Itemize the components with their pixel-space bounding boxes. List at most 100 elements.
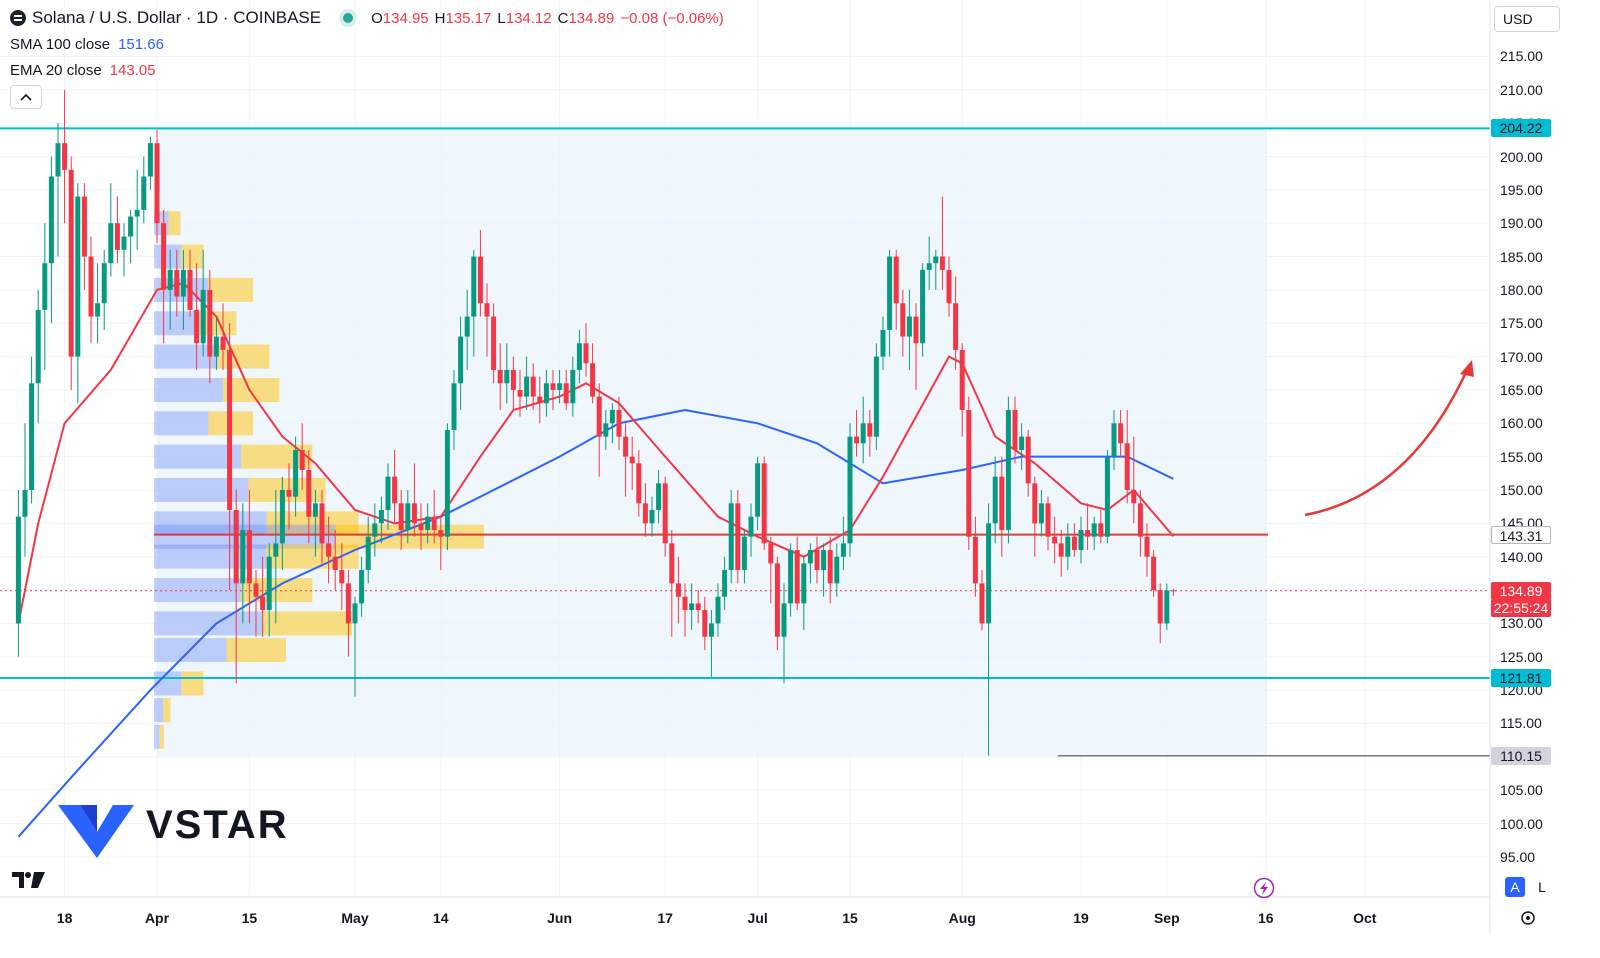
candle [491, 303, 497, 384]
candle [504, 343, 510, 404]
price-tick-label: 195.00 [1500, 181, 1543, 198]
candle-body [22, 490, 28, 517]
candle-body [213, 336, 219, 357]
candle [68, 156, 74, 390]
candle-body [1005, 409, 1011, 531]
candle [576, 329, 582, 384]
candle-body [1045, 503, 1051, 537]
candle [1078, 516, 1084, 564]
candle-body [913, 316, 919, 344]
symbol-title[interactable]: Solana / U.S. Dollar · 1D · COINBASE [32, 8, 322, 27]
candle-body [1078, 530, 1084, 551]
candle [814, 536, 820, 584]
candle-body [814, 550, 820, 571]
collapse-legend-button[interactable] [10, 85, 42, 109]
candle [953, 276, 959, 370]
candle [834, 543, 840, 597]
candle-body [920, 269, 926, 344]
candle-body [926, 263, 932, 270]
candle-body [55, 143, 61, 177]
market-status-icon [343, 13, 354, 23]
volume-profile-down-bar [222, 377, 280, 402]
volume-profile-up-bar [154, 478, 249, 502]
sma-legend[interactable]: SMA 100 close 151.66 [10, 36, 164, 53]
candle-body [675, 583, 681, 597]
candle-body [1012, 409, 1018, 450]
candle-body [240, 530, 246, 584]
currency-selector[interactable]: USD [1494, 6, 1560, 32]
volume-profile-down-bar [226, 638, 286, 663]
candle [603, 409, 609, 450]
candle-body [121, 236, 127, 250]
candle [378, 496, 384, 544]
candle [1038, 490, 1044, 537]
poc-price-label: 143.31 [1491, 525, 1551, 544]
time-tick-label: Apr [144, 910, 170, 926]
candle-body [207, 289, 213, 357]
candle-body [398, 503, 404, 531]
candle [35, 289, 41, 424]
lightning-icon-bolt [1260, 882, 1268, 895]
ema-legend[interactable]: EMA 20 close 143.05 [10, 62, 156, 79]
candle [517, 369, 523, 417]
candle [722, 556, 728, 611]
candle [114, 196, 120, 264]
projection-arrowhead [1460, 360, 1474, 377]
candle [543, 369, 549, 417]
candle [550, 369, 556, 410]
candle [299, 423, 305, 490]
candle-body [253, 583, 259, 597]
candle-body [774, 563, 780, 637]
candle-body [372, 523, 378, 537]
candle-body [821, 550, 827, 571]
log-scale-button[interactable]: L [1538, 879, 1546, 895]
candle [233, 490, 239, 684]
candle-body [15, 516, 21, 624]
candle-body [339, 570, 345, 584]
candle [510, 356, 516, 410]
price-tick-label: 180.00 [1500, 281, 1543, 298]
candle [827, 536, 833, 604]
candle-body [563, 383, 569, 404]
candle-body [1118, 423, 1124, 444]
candle-body [576, 343, 582, 370]
candle-body [405, 503, 411, 531]
candle-body [286, 490, 292, 497]
candle [484, 283, 490, 357]
candle [1012, 396, 1018, 464]
candle [979, 570, 985, 631]
candle [1164, 583, 1170, 631]
volume-profile-down-bar [241, 578, 313, 603]
candle [312, 490, 318, 557]
candle [451, 369, 457, 450]
candle-body [161, 223, 167, 290]
candle [471, 249, 477, 357]
candle-body [1085, 530, 1091, 537]
candle [1052, 516, 1058, 564]
candle-body [603, 423, 609, 437]
candle-body [29, 383, 35, 490]
auto-scale-button[interactable]: A [1505, 877, 1525, 897]
candle-body [141, 176, 147, 210]
candle-body [1131, 490, 1137, 504]
volume-profile-down-bar [262, 611, 352, 636]
candle-body [1052, 536, 1058, 544]
sma-100-line [17, 408, 1174, 838]
candle [735, 490, 741, 584]
candle-body [1144, 536, 1150, 557]
candle-body [174, 269, 180, 297]
candle [913, 303, 919, 390]
candle-body [273, 543, 279, 557]
candle-body [220, 336, 226, 350]
candle-body [68, 169, 74, 357]
candle-body [385, 476, 391, 511]
candle-body [180, 269, 186, 297]
low-value: 134.12 [505, 9, 552, 27]
candle [715, 583, 721, 637]
candle-body [834, 556, 840, 584]
candle-body [999, 476, 1005, 531]
time-tick-label: May [341, 910, 369, 926]
candle [418, 503, 424, 551]
candle-body [266, 556, 272, 611]
